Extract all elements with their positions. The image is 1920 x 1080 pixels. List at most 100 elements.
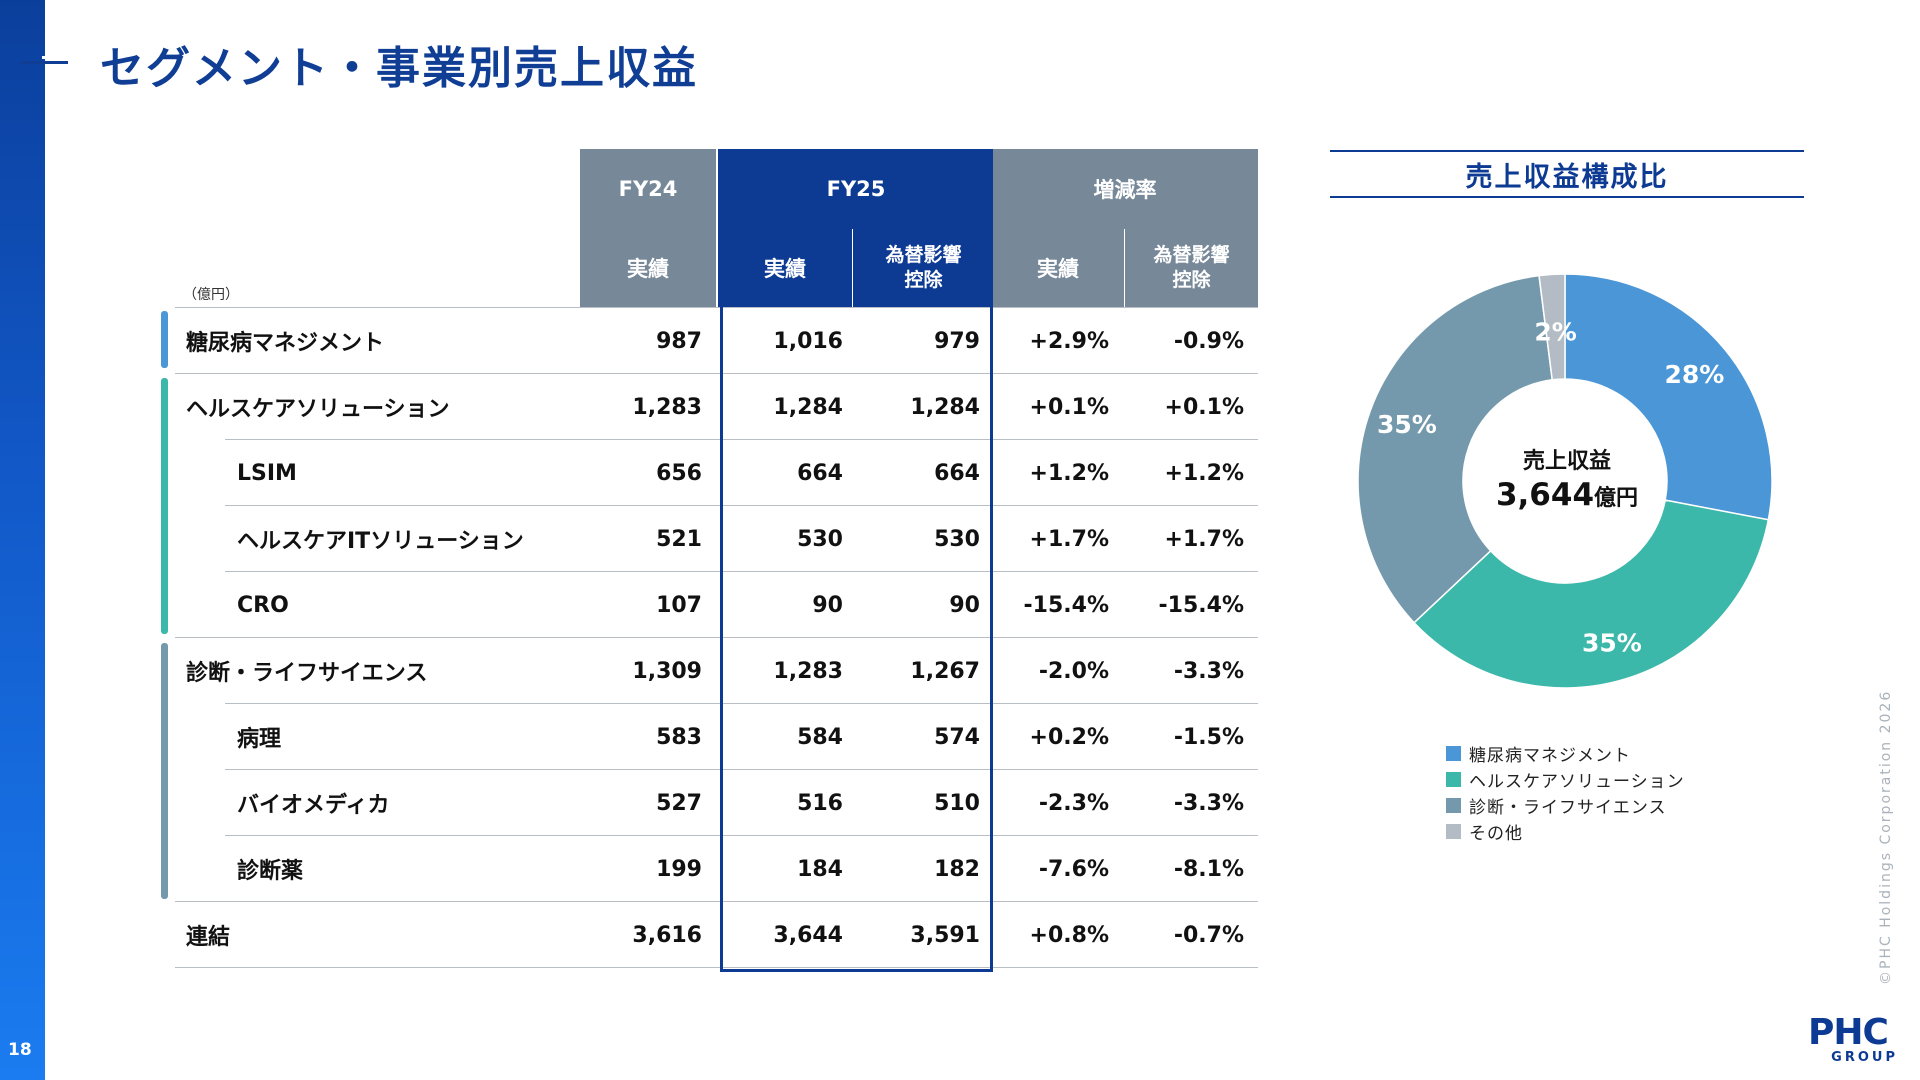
cell-chg: +0.1% <box>1029 394 1109 420</box>
cell-chg: -2.3% <box>1038 790 1109 816</box>
cell-chg-fx: +1.7% <box>1164 526 1244 552</box>
cell-fy25-fx: 574 <box>934 724 980 750</box>
cell-chg-fx: -0.9% <box>1173 328 1244 354</box>
donut-data-label: 28% <box>1665 360 1725 389</box>
table-row: LSIM 656 664 664 +1.2% +1.2% <box>0 440 1920 506</box>
cell-fy24: 656 <box>656 460 702 486</box>
legend-label: 診断・ライフサイエンス <box>1469 797 1667 818</box>
legend-swatch <box>1446 797 1461 813</box>
row-divider <box>225 835 1258 836</box>
cell-fy25: 1,283 <box>773 658 843 684</box>
table-row: ヘルスケアソリューション 1,283 1,284 1,284 +0.1% +0.1% <box>0 374 1920 440</box>
cell-chg-fx: +0.1% <box>1164 394 1244 420</box>
segment-bar-diagnostics <box>161 643 168 899</box>
table-row: 診断薬 199 184 182 -7.6% -8.1% <box>0 836 1920 902</box>
header-fx-line1: 為替影響 <box>885 244 962 266</box>
cell-chg-fx: -1.5% <box>1173 724 1244 750</box>
legend-swatch <box>1446 745 1461 761</box>
phc-logo: PHC GROUP <box>1808 1012 1902 1066</box>
cell-fy25: 3,644 <box>773 922 843 948</box>
cell-fy24: 3,616 <box>632 922 702 948</box>
donut-slice <box>1413 499 1770 689</box>
sidebar-stripe: 18 <box>0 0 45 1080</box>
cell-chg-fx: +1.2% <box>1164 460 1244 486</box>
cell-chg: -15.4% <box>1023 592 1109 618</box>
cell-chg: +2.9% <box>1029 328 1109 354</box>
cell-fy25: 584 <box>797 724 843 750</box>
row-label: 病理 <box>237 727 282 752</box>
row-label: ヘルスケアソリューション <box>186 397 450 422</box>
table-row: バイオメディカ 527 516 510 -2.3% -3.3% <box>0 770 1920 836</box>
header-divider <box>1124 231 1125 307</box>
cell-fy24: 107 <box>656 592 702 618</box>
row-divider <box>175 637 1258 638</box>
logo-main-text: PHC <box>1808 1012 1889 1053</box>
donut-center-value: 3,644億円 <box>1470 477 1664 513</box>
chart-title: 売上収益構成比 <box>1465 161 1669 193</box>
cell-chg-fx: -0.7% <box>1173 922 1244 948</box>
cell-fy25-fx: 3,591 <box>910 922 980 948</box>
row-label: 診断薬 <box>237 859 304 884</box>
cell-fy24: 1,283 <box>632 394 702 420</box>
cell-fy25: 664 <box>797 460 843 486</box>
row-divider <box>175 901 1258 902</box>
table-row: 連結 3,616 3,644 3,591 +0.8% -0.7% <box>0 902 1920 968</box>
cell-fy24: 583 <box>656 724 702 750</box>
row-divider <box>175 373 1258 374</box>
cell-chg: +0.2% <box>1029 724 1109 750</box>
donut-center-number: 3,644 <box>1495 477 1595 513</box>
cell-fy25-fx: 979 <box>934 328 980 354</box>
row-label: LSIM <box>237 460 297 486</box>
header-fy25-fx-excl: 為替影響 控除 <box>853 229 994 307</box>
header-fy24-actual: 実績 <box>580 229 716 307</box>
cell-fy24: 521 <box>656 526 702 552</box>
header-change-fx-excl: 為替影響 控除 <box>1125 229 1258 307</box>
cell-fy25: 184 <box>797 856 843 882</box>
copyright-text: ©PHC Holdings Corporation 2026 <box>1878 689 1894 985</box>
cell-fy25: 90 <box>812 592 843 618</box>
row-divider <box>225 703 1258 704</box>
row-label: 連結 <box>186 925 231 950</box>
legend-item: 糖尿病マネジメント <box>1446 740 1685 766</box>
row-divider <box>225 439 1258 440</box>
cell-chg: -2.0% <box>1038 658 1109 684</box>
page-title: セグメント・事業別売上収益 <box>100 43 698 94</box>
cell-fy24: 199 <box>656 856 702 882</box>
header-fx-line2: 控除 <box>904 269 943 291</box>
cell-fy25: 530 <box>797 526 843 552</box>
legend-swatch <box>1446 771 1461 787</box>
cell-chg-fx: -3.3% <box>1173 658 1244 684</box>
donut-slice <box>1538 273 1566 381</box>
cell-fy25-fx: 1,284 <box>910 394 980 420</box>
cell-fy24: 527 <box>656 790 702 816</box>
table-row: CRO 107 90 90 -15.4% -15.4% <box>0 572 1920 638</box>
logo-sub-text: GROUP <box>1831 1050 1898 1065</box>
donut-data-label: 35% <box>1377 410 1437 439</box>
segment-bar-diabetes <box>161 311 168 368</box>
header-fx-line2: 控除 <box>1172 269 1211 291</box>
header-fy25-actual: 実績 <box>718 229 852 307</box>
cell-fy25: 1,284 <box>773 394 843 420</box>
cell-fy25-fx: 90 <box>949 592 980 618</box>
chart-title-frame: 売上収益構成比 <box>1330 150 1804 198</box>
cell-fy24: 1,309 <box>632 658 702 684</box>
header-divider <box>852 231 853 307</box>
row-label: 糖尿病マネジメント <box>186 331 385 356</box>
legend-label: その他 <box>1469 823 1523 844</box>
cell-fy24: 987 <box>656 328 702 354</box>
row-divider <box>175 307 1258 308</box>
cell-fy25-fx: 510 <box>934 790 980 816</box>
donut-slice <box>1564 273 1773 521</box>
cell-fy25-fx: 182 <box>934 856 980 882</box>
header-fy25: FY25 <box>718 149 994 229</box>
chart-legend: 糖尿病マネジメント ヘルスケアソリューション 診断・ライフサイエンス その他 <box>1446 740 1685 844</box>
row-label: 診断・ライフサイエンス <box>186 661 428 686</box>
cell-chg-fx: -8.1% <box>1173 856 1244 882</box>
donut-data-label: 35% <box>1582 628 1642 657</box>
row-divider <box>225 505 1258 506</box>
header-change-actual: 実績 <box>992 229 1124 307</box>
table-unit-label: （億円） <box>183 287 239 303</box>
title-dash <box>20 56 68 64</box>
legend-item: その他 <box>1446 818 1685 844</box>
cell-fy25-fx: 530 <box>934 526 980 552</box>
